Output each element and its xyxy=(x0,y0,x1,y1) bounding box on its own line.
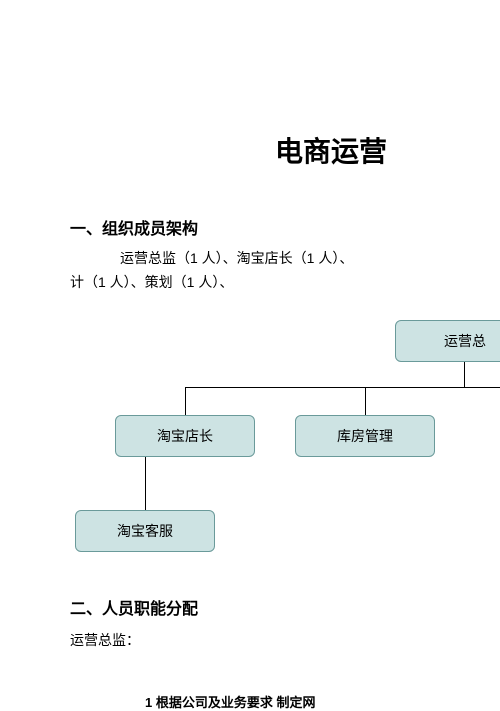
org-node-label: 运营总 xyxy=(444,331,486,351)
connector xyxy=(464,362,465,387)
connector xyxy=(145,457,146,483)
org-node-taobao-manager: 淘宝店长 xyxy=(115,415,255,457)
connector xyxy=(145,483,146,510)
org-node-root: 运营总 xyxy=(395,320,500,362)
section-2-subheading: 运营总监： xyxy=(70,630,140,650)
connector xyxy=(185,387,500,388)
org-node-taobao-service: 淘宝客服 xyxy=(75,510,215,552)
section-1-text-line-1: 运营总监（1 人）、淘宝店长（1 人）、 xyxy=(120,248,353,268)
org-node-label: 淘宝店长 xyxy=(157,426,213,446)
org-chart: 运营总 淘宝店长 库房管理 淘宝客服 xyxy=(0,310,500,570)
section-2-heading: 二、人员职能分配 xyxy=(70,595,198,619)
org-node-warehouse: 库房管理 xyxy=(295,415,435,457)
page-title: 电商运营 xyxy=(275,130,387,170)
section-1-heading: 一、组织成员架构 xyxy=(70,215,198,239)
org-node-label: 淘宝客服 xyxy=(117,521,173,541)
connector xyxy=(185,387,186,415)
connector xyxy=(365,387,366,415)
section-1-text-line-2: 计（1 人）、策划（1 人）、 xyxy=(70,272,233,292)
org-node-label: 库房管理 xyxy=(337,426,393,446)
section-2-footer-text: 1 根据公司及业务要求 制定网 xyxy=(145,692,315,711)
